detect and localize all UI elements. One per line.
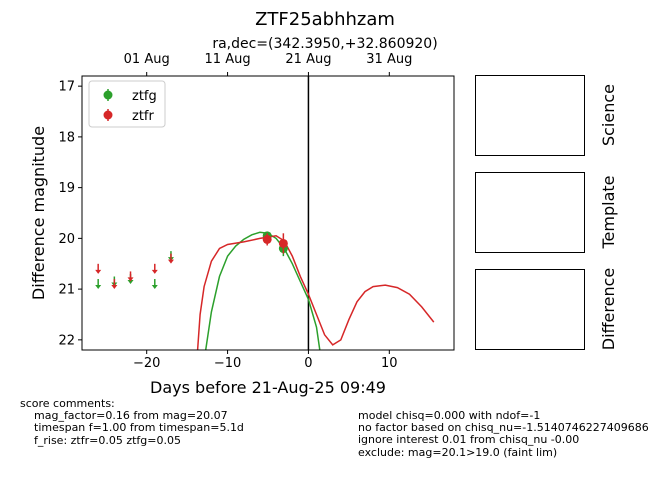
score-comment-line: ignore interest 0.01 from chisq_nu -0.00 xyxy=(358,433,580,447)
score-comment-line: mag_factor=0.16 from mag=20.07 xyxy=(34,409,228,423)
top-tick-label: 21 Aug xyxy=(285,52,331,67)
ztfg-model-line xyxy=(204,231,321,350)
score-comment-line: timespan f=1.00 from timespan=5.1d xyxy=(34,421,244,435)
y-axis-label: Difference magnitude xyxy=(29,126,48,300)
chart-title: ZTF25abhhzam xyxy=(255,9,395,30)
score-comments-heading: score comments: xyxy=(20,397,115,410)
cutout-label-template: Template xyxy=(599,175,618,249)
x-tick-label: 10 xyxy=(381,356,398,371)
lightcurve-plot: −20 −10 0 10 01 Aug 11 Aug 21 Aug 31 Aug 17 18 19 2… xyxy=(58,52,455,371)
ztfg-upper-limit-arrow xyxy=(95,285,102,290)
y-tick-label: 19 xyxy=(58,181,75,196)
x-tick-label: −10 xyxy=(214,356,241,371)
ztfg-upper-limit-arrow xyxy=(127,279,134,284)
legend-label-ztfg: ztfg xyxy=(132,89,157,104)
y-tick-label: 17 xyxy=(58,80,75,95)
ztfg-upper-limit-arrow xyxy=(151,285,158,290)
score-comments-left: score comments: mag_factor=0.16 from mag… xyxy=(20,397,244,447)
legend: ztfg ztfr xyxy=(88,80,166,128)
ztfr-upper-limit-arrow xyxy=(167,259,174,264)
legend-label-ztfr: ztfr xyxy=(132,109,154,124)
chart-subtitle: ra,dec=(342.3950,+32.860920) xyxy=(212,36,437,52)
cutout-panel-science xyxy=(475,75,585,156)
plot-frame xyxy=(81,75,455,351)
x-tick-label: 0 xyxy=(304,356,312,371)
ztfr-data-point xyxy=(278,238,288,248)
x-tick-label: −20 xyxy=(133,356,160,371)
y-tick-label: 21 xyxy=(58,283,75,298)
cutout-panel-template xyxy=(475,172,585,253)
cutout-panel-difference xyxy=(475,269,585,350)
top-tick-label: 11 Aug xyxy=(205,52,251,67)
top-tick-label: 31 Aug xyxy=(366,52,412,67)
ztfr-upper-limit-arrow xyxy=(127,277,134,282)
score-comments-right: model chisq=0.000 with ndof=-1 no factor… xyxy=(358,410,650,459)
top-tick-label: 01 Aug xyxy=(124,52,170,67)
x-axis-label: Days before 21-Aug-25 09:49 xyxy=(150,378,386,397)
ztfr-upper-limit-arrow xyxy=(151,269,158,274)
cutout-label-science: Science xyxy=(599,84,618,146)
score-comment-line: f_rise: ztfr=0.05 ztfg=0.05 xyxy=(34,433,181,447)
score-comment-line: no factor based on chisq_nu=-1.514074622… xyxy=(358,421,649,435)
ztfr-model-line xyxy=(196,235,435,350)
model-curves xyxy=(196,231,435,350)
cutout-panels: Science Template Difference xyxy=(475,75,618,350)
ztfr-upper-limit-arrow xyxy=(95,269,102,274)
ztfr-data-point xyxy=(262,234,272,244)
score-comment-line: exclude: mag=20.1>19.0 (faint lim) xyxy=(358,445,558,459)
y-tick-label: 22 xyxy=(58,333,75,348)
y-tick-label: 20 xyxy=(58,232,75,247)
score-comment-line: model chisq=0.000 with ndof=-1 xyxy=(358,410,541,422)
legend-marker xyxy=(103,90,113,100)
ztfr-upper-limit-arrow xyxy=(111,285,118,290)
legend-marker xyxy=(103,110,113,120)
y-tick-label: 18 xyxy=(58,130,75,145)
cutout-label-difference: Difference xyxy=(599,268,618,350)
